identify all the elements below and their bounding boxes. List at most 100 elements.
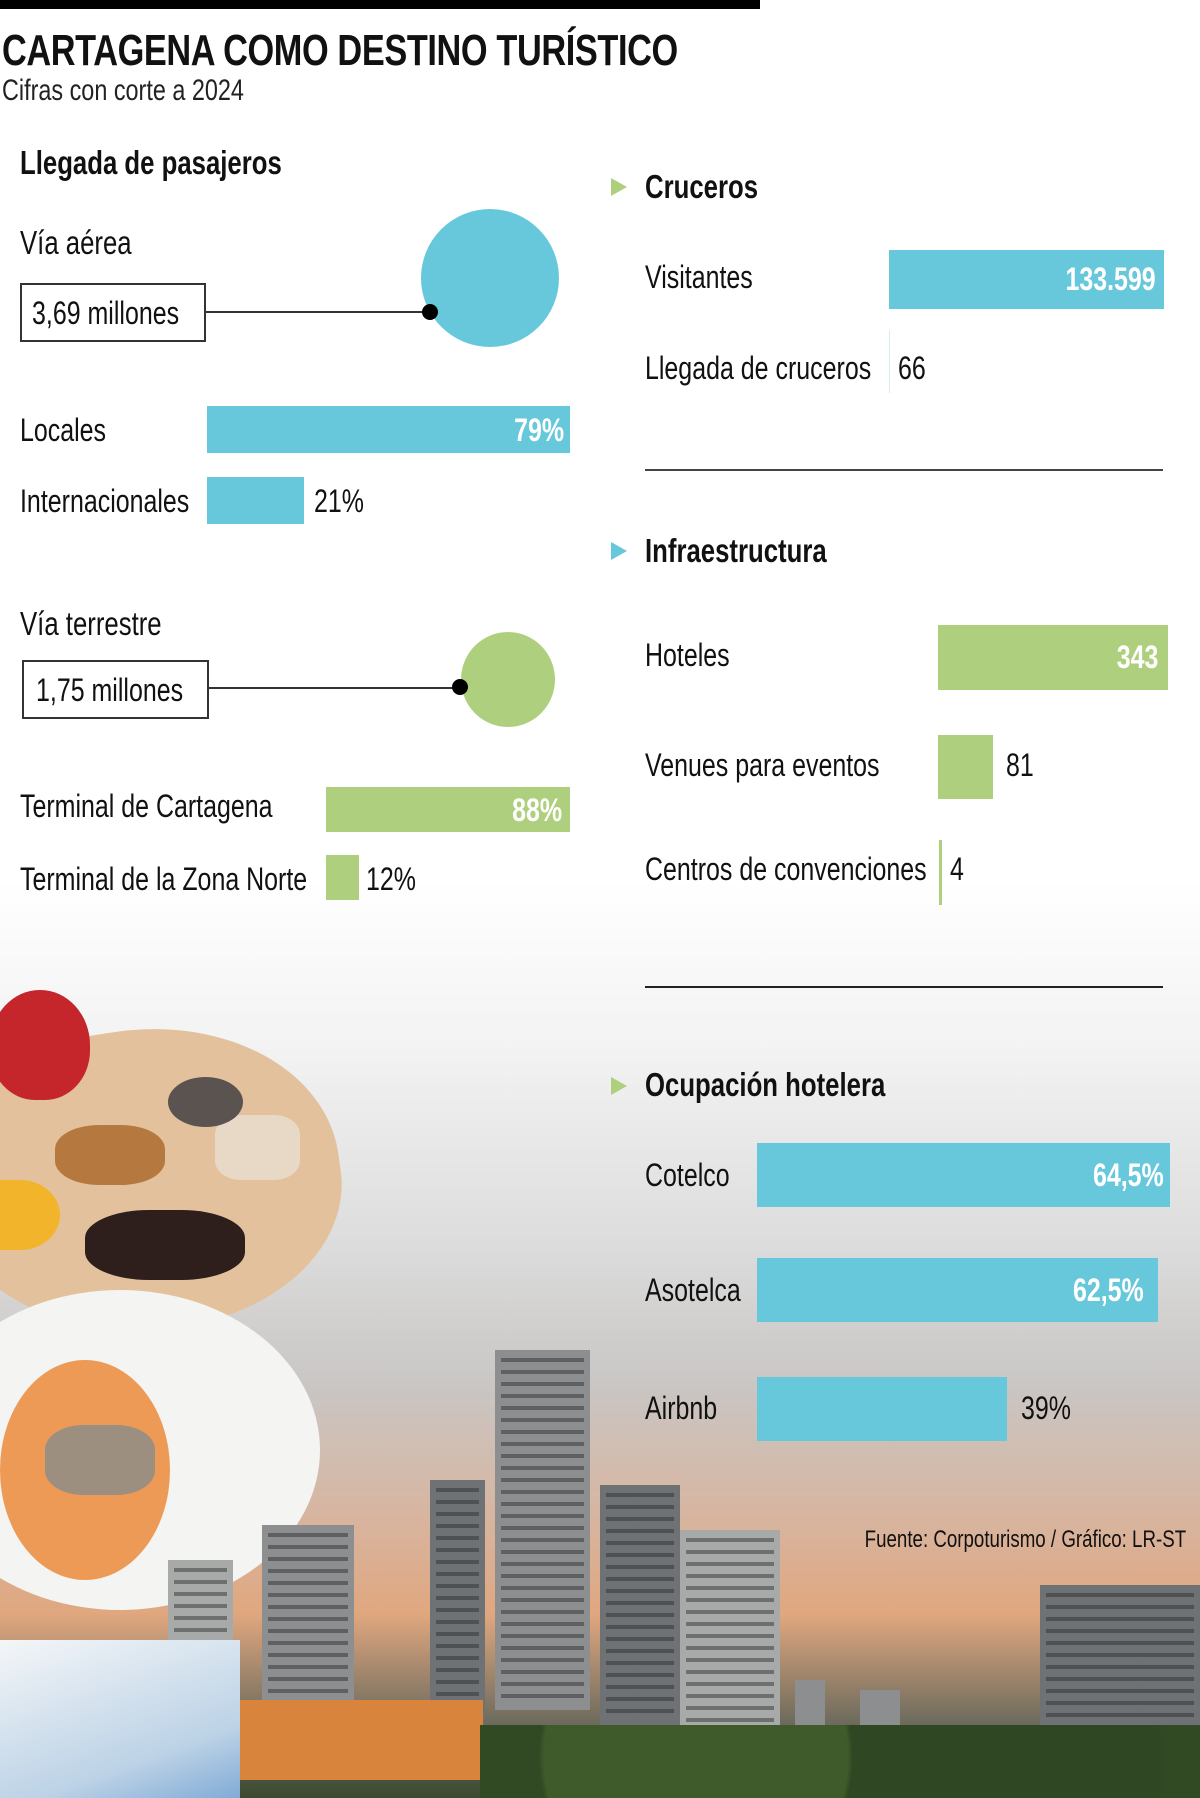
building-image: [495, 1350, 590, 1710]
bar-hoteles: 343: [938, 625, 1168, 690]
bar-value-text: 39%: [1021, 1390, 1071, 1426]
bar-value-text: 133.599: [1065, 261, 1156, 297]
bar-value-text: 64,5%: [1093, 1157, 1164, 1193]
section-divider: [645, 469, 1163, 471]
bar-llegada-cruceros: [889, 330, 890, 393]
bar-value-text: 4: [950, 851, 964, 887]
bar-value-locales: 79%: [500, 412, 564, 449]
page-subtitle: Cifras con corte a 2024: [2, 74, 312, 108]
source-credit: Fuente: Corpoturismo / Gráfico: LR-ST: [774, 1526, 1186, 1554]
total-value-text: 3,69 millones: [32, 295, 180, 331]
bar-terminal-zona-norte: [326, 855, 359, 900]
total-value-terrestre: 1,75 millones: [36, 672, 225, 709]
subsection-title-text: Vía terrestre: [20, 605, 162, 642]
triangle-bullet-icon: [611, 542, 627, 560]
chocolate-disc-image: [168, 1077, 243, 1127]
building-image: [1040, 1585, 1200, 1735]
triangle-bullet-icon: [611, 1077, 627, 1095]
leader-line: [206, 311, 430, 313]
bar-value-text: 343: [1116, 639, 1158, 675]
brazil-nuts-image: [215, 1115, 300, 1180]
building-image: [430, 1480, 485, 1720]
subsection-title-text: Vía aérea: [20, 224, 132, 261]
bar-asotelca: 62,5%: [757, 1258, 1158, 1322]
row-label-text: Venues para eventos: [645, 747, 880, 783]
bar-value-llegada-cruceros: 66: [898, 350, 934, 387]
page-subtitle-text: Cifras con corte a 2024: [2, 74, 244, 107]
bar-locales: 79%: [207, 406, 570, 453]
section-title-text: Cruceros: [645, 168, 759, 205]
fish-fillet-image: [45, 1425, 155, 1495]
bar-visitantes: 133.599: [889, 250, 1164, 309]
bar-value-text: 88%: [512, 792, 562, 828]
cruise-deck-image: [0, 1640, 240, 1798]
bar-value-text: 62,5%: [1073, 1272, 1144, 1308]
bar-value-cotelco: 64,5%: [1073, 1157, 1164, 1194]
row-label-terminal-zona-norte: Terminal de la Zona Norte: [20, 861, 388, 898]
row-label-text: Asotelca: [645, 1272, 741, 1308]
bar-value-text: 21%: [314, 483, 364, 519]
row-label-asotelca: Asotelca: [645, 1272, 768, 1309]
bar-terminal-cartagena: 88%: [326, 787, 570, 832]
top-rule: [0, 0, 760, 9]
row-label-text: Visitantes: [645, 259, 753, 295]
leader-dot: [422, 304, 438, 320]
bar-value-asotelca: 62,5%: [1053, 1272, 1144, 1309]
total-box-aerea: 3,69 millones: [20, 283, 206, 342]
row-label-airbnb: Airbnb: [645, 1390, 738, 1427]
building-image: [262, 1525, 354, 1725]
bar-venues: [938, 735, 993, 799]
row-label-internacionales: Internacionales: [20, 483, 237, 520]
bar-value-visitantes: 133.599: [1040, 261, 1156, 298]
triangle-bullet-icon: [611, 178, 627, 196]
source-credit-text: Fuente: Corpoturismo / Gráfico: LR-ST: [864, 1526, 1186, 1553]
almonds-image: [55, 1125, 165, 1185]
row-label-text: Llegada de cruceros: [645, 350, 872, 386]
bar-airbnb: [757, 1377, 1007, 1441]
total-value-text: 1,75 millones: [36, 672, 184, 708]
palm-trees-image: [480, 1725, 1200, 1798]
building-image: [680, 1530, 780, 1730]
section-title-cruceros: Cruceros: [645, 168, 790, 206]
bar-value-text: 79%: [514, 412, 564, 448]
bar-value-internacionales: 21%: [314, 483, 378, 520]
bar-value-centros-convenciones: 4: [950, 851, 968, 888]
bubble-via-aerea: [421, 209, 559, 347]
bar-value-terminal-zona-norte: 12%: [366, 861, 430, 898]
section-title-text: Infraestructura: [645, 532, 827, 569]
section-title-ocupacion: Ocupación hotelera: [645, 1066, 953, 1104]
section-title-infraestructura: Infraestructura: [645, 532, 878, 570]
leader-dot: [452, 679, 468, 695]
section-title-text: Ocupación hotelera: [645, 1066, 886, 1103]
row-label-cotelco: Cotelco: [645, 1157, 754, 1194]
row-label-centros-convenciones: Centros de convenciones: [645, 851, 1006, 888]
section-divider: [645, 986, 1163, 988]
row-label-llegada-cruceros: Llegada de cruceros: [645, 350, 935, 387]
bar-value-hoteles: 343: [1105, 639, 1158, 676]
row-label-text: Hoteles: [645, 637, 730, 673]
bar-centros-convenciones: [939, 840, 942, 905]
building-image: [600, 1485, 680, 1725]
row-label-visitantes: Visitantes: [645, 259, 783, 296]
row-label-venues: Venues para eventos: [645, 747, 946, 784]
row-label-terminal-cartagena: Terminal de Cartagena: [20, 788, 344, 825]
total-value-aerea: 3,69 millones: [32, 295, 221, 332]
row-label-text: Centros de convenciones: [645, 851, 927, 887]
section-title-text: Llegada de pasajeros: [20, 144, 282, 181]
bar-value-text: 12%: [366, 861, 416, 897]
row-label-locales: Locales: [20, 412, 130, 449]
row-label-text: Internacionales: [20, 483, 190, 519]
strawberry-image: [0, 990, 90, 1100]
subsection-title-via-aerea: Vía aérea: [20, 224, 163, 262]
row-label-text: Terminal de Cartagena: [20, 788, 273, 824]
page-title: CARTAGENA COMO DESTINO TURÍSTICO: [2, 26, 868, 76]
bar-value-venues: 81: [1006, 747, 1042, 784]
bar-value-airbnb: 39%: [1021, 1390, 1085, 1427]
section-title-pasajeros: Llegada de pasajeros: [20, 144, 356, 182]
bar-internacionales: [207, 477, 304, 524]
page-title-text: CARTAGENA COMO DESTINO TURÍSTICO: [2, 26, 678, 75]
row-label-text: Locales: [20, 412, 107, 448]
bar-cotelco: 64,5%: [757, 1143, 1170, 1207]
orange-building-image: [238, 1700, 483, 1780]
raisins-image: [85, 1210, 245, 1280]
